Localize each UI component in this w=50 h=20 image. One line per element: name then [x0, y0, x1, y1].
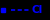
Text: Cl: Cl — [32, 5, 43, 15]
